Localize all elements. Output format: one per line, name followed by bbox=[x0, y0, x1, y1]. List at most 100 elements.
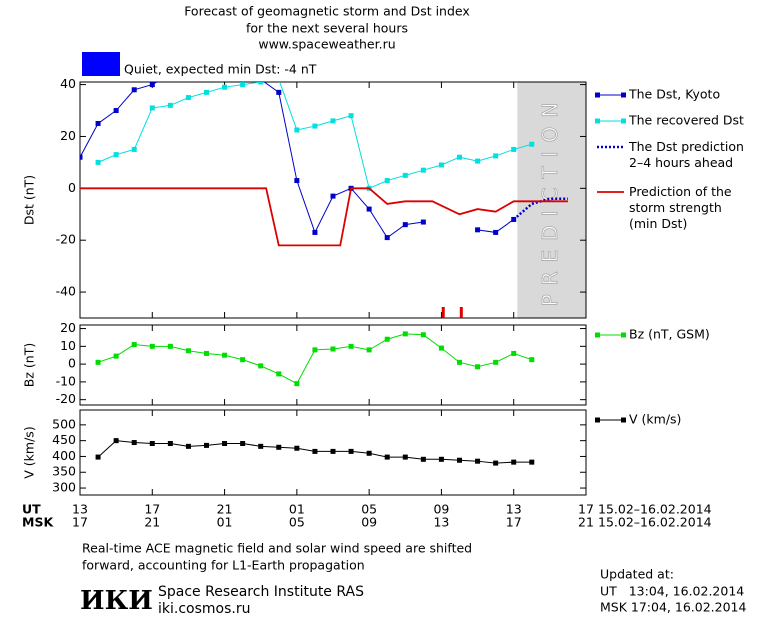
panel-frame bbox=[79, 324, 587, 406]
x-tick-label: 01 bbox=[217, 515, 233, 530]
y-tick-label: -20 bbox=[56, 232, 76, 247]
y-tick-label: 500 bbox=[52, 416, 76, 431]
point bbox=[475, 364, 481, 370]
point bbox=[402, 172, 408, 178]
point bbox=[240, 357, 246, 363]
legend-marker bbox=[595, 332, 600, 338]
y-tick-label: 40 bbox=[60, 76, 76, 91]
point bbox=[131, 440, 137, 446]
x-tick-label: 13 bbox=[433, 515, 449, 530]
x-tick-label: 13 bbox=[72, 502, 88, 517]
point bbox=[438, 345, 444, 351]
point bbox=[493, 153, 499, 159]
point bbox=[294, 445, 300, 451]
legend-marker bbox=[621, 92, 626, 98]
point bbox=[131, 146, 137, 152]
y-tick-label: 400 bbox=[52, 448, 76, 463]
point bbox=[420, 219, 426, 225]
point bbox=[185, 95, 191, 101]
legend-marker bbox=[621, 118, 626, 124]
x-tick-label: 01 bbox=[289, 502, 305, 517]
point bbox=[276, 77, 281, 82]
point bbox=[276, 444, 282, 450]
legend-label: V (km/s) bbox=[629, 412, 681, 427]
point bbox=[131, 342, 137, 348]
prediction-label: PREDICTION bbox=[538, 94, 562, 307]
point bbox=[240, 440, 246, 446]
series-group bbox=[95, 331, 535, 387]
point bbox=[149, 343, 155, 349]
point bbox=[475, 158, 481, 164]
point bbox=[493, 359, 499, 365]
point bbox=[167, 102, 173, 108]
point bbox=[80, 154, 83, 160]
point bbox=[330, 118, 336, 124]
point bbox=[113, 108, 119, 114]
updated-line: Updated at: bbox=[600, 567, 674, 582]
point bbox=[493, 229, 499, 235]
point bbox=[366, 206, 372, 212]
y-tick-label: -40 bbox=[56, 284, 76, 299]
point bbox=[402, 331, 408, 337]
point bbox=[402, 222, 408, 228]
point bbox=[384, 454, 390, 460]
footer-note: forward, accounting for L1-Earth propaga… bbox=[82, 558, 365, 573]
point bbox=[348, 343, 354, 349]
series-line bbox=[97, 333, 532, 385]
point bbox=[330, 193, 336, 199]
point bbox=[240, 82, 246, 88]
y-tick-label: 10 bbox=[60, 338, 76, 353]
legend-label: Prediction of the storm strength (min Dst) bbox=[629, 184, 732, 231]
point bbox=[384, 235, 390, 241]
point bbox=[95, 120, 101, 126]
point bbox=[348, 448, 354, 454]
series-line bbox=[97, 82, 532, 190]
series-line bbox=[80, 82, 515, 239]
point bbox=[149, 82, 155, 88]
point bbox=[384, 336, 390, 342]
legend-label: Bz (nT, GSM) bbox=[629, 327, 710, 342]
x-tick-label: 21 bbox=[217, 502, 233, 517]
x-tick-label: 09 bbox=[433, 502, 449, 517]
point bbox=[294, 178, 300, 184]
point bbox=[276, 89, 282, 95]
point bbox=[529, 141, 535, 147]
updated-line: MSK 17:04, 16.02.2014 bbox=[600, 600, 746, 615]
point bbox=[457, 359, 462, 365]
point bbox=[420, 167, 426, 173]
point bbox=[95, 359, 101, 365]
y-tick-label: 20 bbox=[60, 320, 76, 335]
point bbox=[330, 346, 336, 352]
point bbox=[457, 154, 462, 160]
y-tick-label: 350 bbox=[52, 464, 76, 479]
legend-marker bbox=[595, 417, 600, 423]
point bbox=[529, 357, 535, 363]
point bbox=[204, 442, 209, 448]
title-line: for the next several hours bbox=[246, 21, 408, 36]
point bbox=[258, 82, 264, 85]
x-row-name: MSK bbox=[22, 515, 54, 530]
point bbox=[438, 162, 444, 168]
institute-url: iki.cosmos.ru bbox=[158, 601, 250, 617]
y-tick-label: 20 bbox=[60, 128, 76, 143]
panel-frame bbox=[79, 409, 587, 496]
point bbox=[511, 146, 517, 152]
x-tick-label: 13 bbox=[506, 502, 522, 517]
updated-line: UT 13:04, 16.02.2014 bbox=[600, 584, 744, 599]
legend-label: The Dst prediction 2–4 hours ahead bbox=[628, 139, 744, 170]
point bbox=[149, 440, 155, 446]
x-tick-label: 17 bbox=[506, 515, 522, 530]
legend-label: The recovered Dst bbox=[628, 113, 744, 128]
panel-frame bbox=[79, 81, 587, 319]
logo: ИКИ bbox=[80, 586, 153, 616]
point bbox=[457, 457, 462, 463]
point bbox=[185, 443, 191, 449]
y-tick-label: 450 bbox=[52, 432, 76, 447]
y-tick-label: -10 bbox=[56, 373, 76, 388]
point bbox=[258, 443, 264, 449]
point bbox=[95, 454, 101, 460]
footer-note: Real-time ACE magnetic field and solar w… bbox=[82, 541, 472, 556]
y-axis-label: Dst (nT) bbox=[22, 175, 37, 225]
legend-marker bbox=[621, 332, 626, 338]
institute: Space Research Institute RAS bbox=[158, 584, 364, 600]
